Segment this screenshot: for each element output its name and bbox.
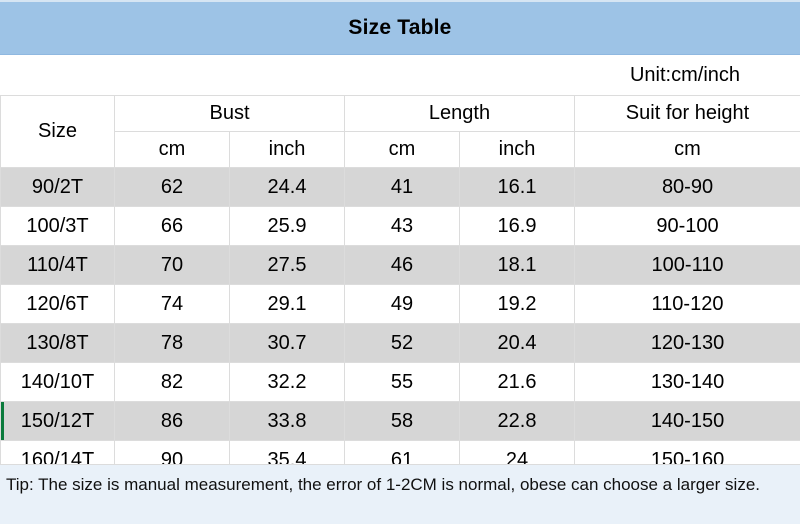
cell-bust-inch: 25.9 (229, 206, 345, 246)
size-chart-table: Size Bust Length Suit for height cm inch… (0, 95, 800, 480)
unit-note: Unit:cm/inch (629, 63, 741, 86)
cell-length-inch: 16.1 (458, 167, 576, 207)
cell-length-inch: 20.4 (458, 323, 576, 363)
cell-height-cm: 90-100 (574, 206, 800, 246)
cell-size: 130/8T (0, 323, 115, 363)
cell-length-inch: 18.1 (458, 245, 576, 285)
cell-bust-inch: 24.4 (229, 167, 345, 207)
page-title: Size Table (348, 16, 452, 39)
cell-length-inch: 16.9 (458, 206, 576, 246)
header-bust-cm: cm (114, 131, 230, 168)
cell-length-cm: 49 (344, 284, 460, 324)
cell-bust-cm: 74 (114, 284, 230, 324)
cell-length-inch: 22.8 (458, 401, 576, 441)
cell-size: 140/10T (0, 362, 115, 402)
table-row: 90/2T 62 24.4 41 16.1 80-90 (0, 167, 800, 207)
cell-length-cm: 58 (344, 401, 460, 441)
cell-bust-inch: 33.8 (229, 401, 345, 441)
title-banner: Size Table (0, 0, 800, 55)
cell-bust-inch: 27.5 (229, 245, 345, 285)
header-row-units: cm inch cm inch cm (1, 131, 800, 168)
cell-bust-inch: 30.7 (229, 323, 345, 363)
cell-bust-cm: 82 (114, 362, 230, 402)
header-row-groups: Size Bust Length Suit for height (0, 95, 800, 168)
header-height-cm: cm (574, 131, 800, 168)
cell-size: 90/2T (0, 167, 115, 207)
header-group-bust: Bust (114, 95, 345, 132)
cell-bust-cm: 70 (114, 245, 230, 285)
cell-height-cm: 120-130 (574, 323, 800, 363)
cell-length-inch: 21.6 (458, 362, 576, 402)
cell-height-cm: 110-120 (574, 284, 800, 324)
cell-length-cm: 43 (344, 206, 460, 246)
cell-length-cm: 46 (344, 245, 460, 285)
cell-bust-inch: 32.2 (229, 362, 345, 402)
header-bust-inch: inch (229, 131, 345, 168)
table-row: 110/4T 70 27.5 46 18.1 100-110 (0, 245, 800, 285)
cell-size: 100/3T (0, 206, 115, 246)
cell-size: 150/12T (0, 401, 115, 441)
cell-bust-cm: 86 (114, 401, 230, 441)
cell-height-cm: 80-90 (574, 167, 800, 207)
measurement-tip: Tip: The size is manual measurement, the… (0, 464, 800, 524)
table-row: 100/3T 66 25.9 43 16.9 90-100 (0, 206, 800, 246)
cell-height-cm: 130-140 (574, 362, 800, 402)
cell-length-cm: 41 (344, 167, 460, 207)
header-size: Size (0, 95, 115, 168)
unit-note-row: Unit:cm/inch (0, 55, 800, 95)
table-row: 130/8T 78 30.7 52 20.4 120-130 (0, 323, 800, 363)
cell-length-cm: 55 (344, 362, 460, 402)
cell-bust-cm: 62 (114, 167, 230, 207)
cell-height-cm: 140-150 (574, 401, 800, 441)
table-row: 150/12T 86 33.8 58 22.8 140-150 (0, 401, 800, 441)
cell-bust-inch: 29.1 (229, 284, 345, 324)
cell-length-inch: 19.2 (458, 284, 576, 324)
cell-bust-cm: 66 (114, 206, 230, 246)
table-row: 120/6T 74 29.1 49 19.2 110-120 (0, 284, 800, 324)
header-group-length: Length (343, 95, 576, 132)
cell-size: 110/4T (0, 245, 115, 285)
table-head: Size Bust Length Suit for height cm inch… (0, 95, 800, 168)
cell-length-cm: 52 (344, 323, 460, 363)
cell-bust-cm: 78 (114, 323, 230, 363)
table-body: 90/2T 62 24.4 41 16.1 80-90 100/3T 66 25.9 43 16.9… (0, 167, 800, 480)
cell-size: 120/6T (0, 284, 115, 324)
header-group-suit-for-height: Suit for height (574, 95, 800, 132)
header-length-cm: cm (344, 131, 460, 168)
cell-height-cm: 100-110 (574, 245, 800, 285)
table-row: 140/10T 82 32.2 55 21.6 130-140 (0, 362, 800, 402)
header-length-inch: inch (458, 131, 576, 168)
